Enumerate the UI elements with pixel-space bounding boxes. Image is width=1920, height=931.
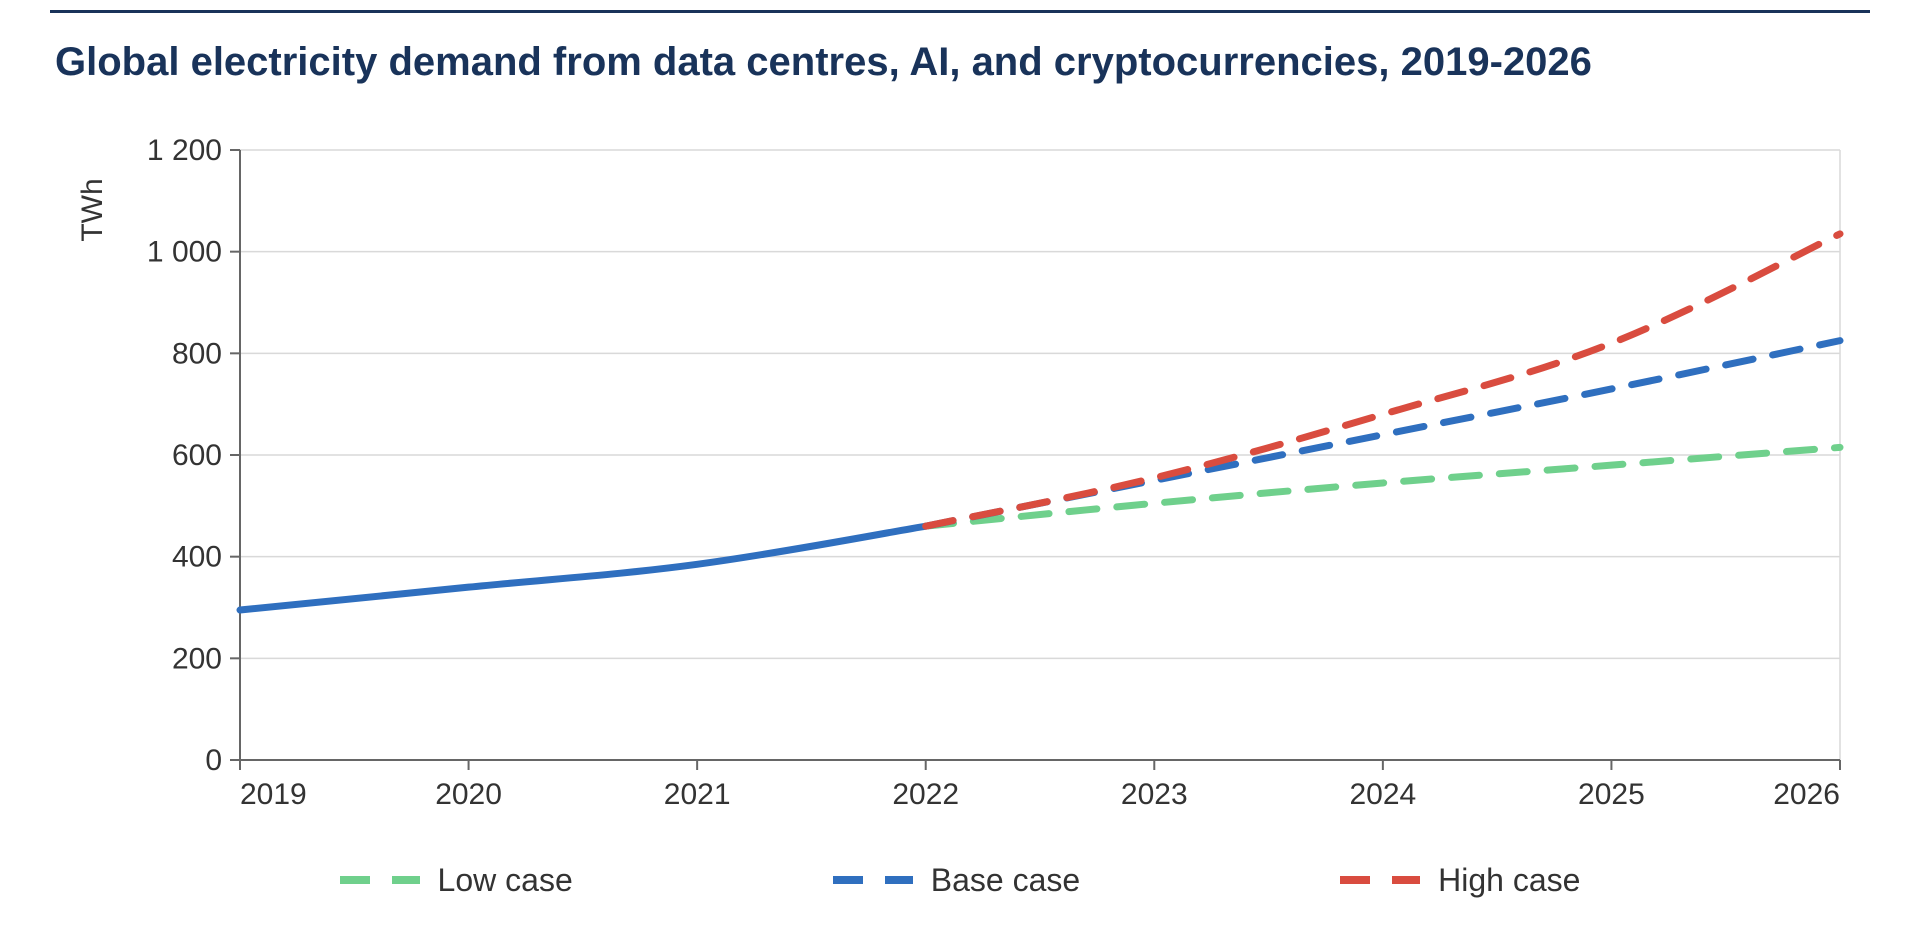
legend-item-low: Low case — [340, 862, 573, 899]
svg-text:2023: 2023 — [1121, 778, 1188, 811]
legend-label-low: Low case — [438, 862, 573, 899]
legend-swatch-low — [340, 876, 420, 884]
legend-label-high: High case — [1438, 862, 1580, 899]
series-low_case — [926, 447, 1840, 526]
chart-title: Global electricity demand from data cent… — [55, 40, 1592, 85]
svg-text:2026: 2026 — [1773, 778, 1840, 811]
series-historical — [240, 526, 926, 610]
svg-text:1 000: 1 000 — [147, 236, 222, 269]
legend: Low case Base case High case — [50, 850, 1870, 910]
legend-label-base: Base case — [931, 862, 1080, 899]
svg-text:2022: 2022 — [892, 778, 959, 811]
legend-item-high: High case — [1340, 862, 1580, 899]
svg-text:2020: 2020 — [435, 778, 502, 811]
top-rule — [50, 10, 1870, 13]
chart-frame: Global electricity demand from data cent… — [0, 0, 1920, 931]
svg-text:2021: 2021 — [664, 778, 731, 811]
legend-swatch-high — [1340, 876, 1420, 884]
svg-text:2019: 2019 — [240, 778, 307, 811]
svg-text:0: 0 — [205, 744, 222, 777]
chart-area: 0 200 400 600 800 1 000 1 200 2019 2020 2021 2022 2… — [50, 130, 1870, 830]
svg-text:2024: 2024 — [1349, 778, 1416, 811]
svg-text:600: 600 — [172, 439, 222, 472]
legend-item-base: Base case — [833, 862, 1080, 899]
svg-text:2025: 2025 — [1578, 778, 1645, 811]
svg-text:400: 400 — [172, 541, 222, 574]
y-axis-label: TWh — [76, 178, 109, 241]
svg-text:800: 800 — [172, 337, 222, 370]
line-chart-svg: 0 200 400 600 800 1 000 1 200 2019 2020 2021 2022 2… — [50, 130, 1870, 830]
series-base_case — [926, 341, 1840, 527]
svg-text:200: 200 — [172, 642, 222, 675]
legend-swatch-base — [833, 876, 913, 884]
svg-text:1 200: 1 200 — [147, 134, 222, 167]
